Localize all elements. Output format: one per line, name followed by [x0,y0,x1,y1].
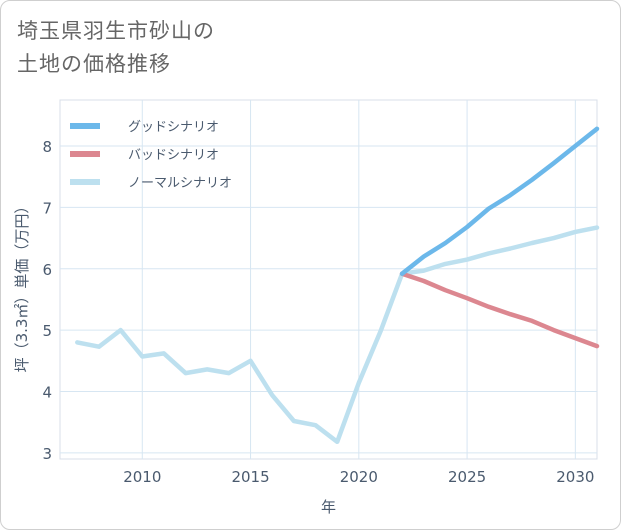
legend-label-2: ノーマルシナリオ [128,176,232,191]
y-tick-label: 6 [42,261,52,279]
y-tick-label: 8 [42,138,52,156]
x-tick-label: 2020 [340,468,378,486]
series-layer [75,126,600,445]
x-tick-label: 2025 [448,468,486,486]
legend-label-0: グッドシナリオ [128,120,219,135]
y-tick-label: 3 [42,445,52,463]
x-axis-title: 年 [321,498,336,516]
y-axis-title: 坪（3.3㎡）単価（万円） [13,199,31,373]
legend-label-1: バッドシナリオ [128,148,219,163]
x-tick-label: 2010 [123,468,161,486]
y-tick-label: 7 [42,199,52,217]
x-tick-label: 2030 [556,468,594,486]
chart-title-line-1: 埼玉県羽生市砂山の [17,19,215,43]
chart-title-line-2: 土地の価格推移 [17,52,171,76]
chart-title: 埼玉県羽生市砂山の 土地の価格推移 [17,15,437,81]
y-tick-label: 4 [42,383,52,401]
plot-frame [59,99,598,460]
series-line-2 [75,225,600,445]
x-tick-label: 2015 [231,468,269,486]
plot-area [59,99,598,460]
y-axis-ticks: 3 4 5 6 7 8 [42,138,52,463]
x-axis-ticks: 2010 2015 2020 2025 2030 [123,468,594,486]
series-line-0 [399,126,600,276]
series-line-1 [399,271,600,349]
grid-lines [60,100,597,459]
y-tick-label: 5 [42,322,52,340]
